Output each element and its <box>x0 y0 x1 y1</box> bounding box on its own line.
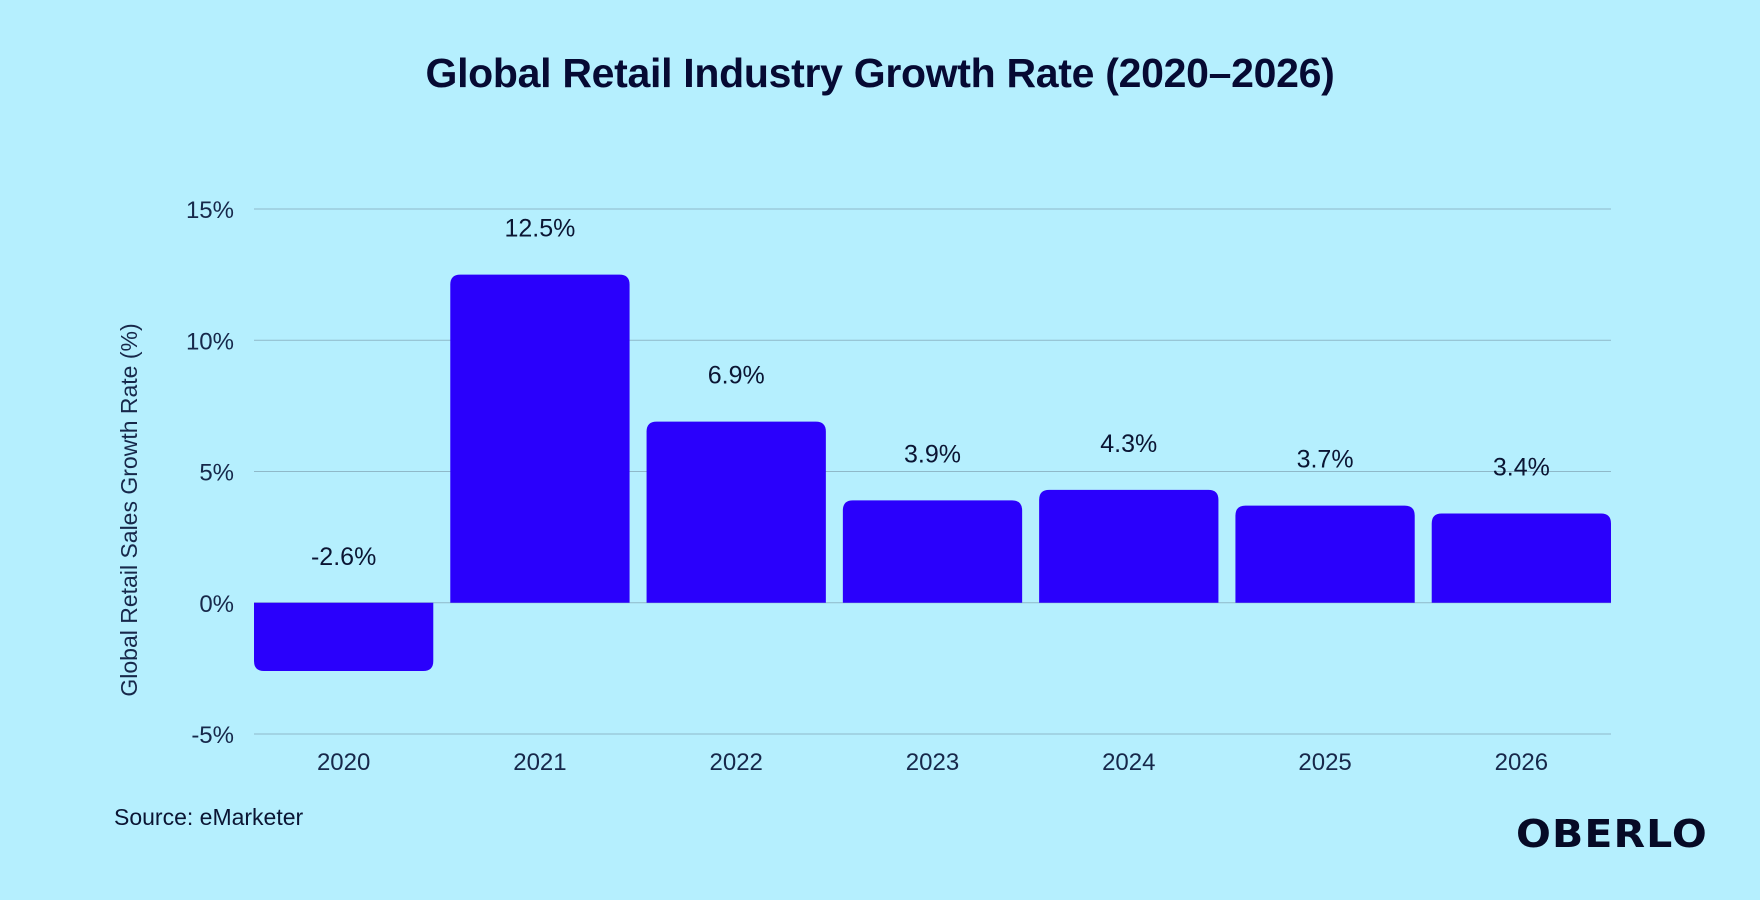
bar-2026 <box>1431 513 1611 603</box>
bar-2024 <box>1039 489 1219 603</box>
data-label: 4.3% <box>1100 430 1157 458</box>
y-axis-label: Global Retail Sales Growth Rate (%) <box>116 323 142 696</box>
x-tick-label: 2020 <box>317 749 370 776</box>
bar-2020 <box>254 602 434 671</box>
oberlo-logo: OBERLO <box>1516 812 1708 856</box>
y-tick-label: 0% <box>199 591 234 618</box>
data-label: 3.4% <box>1493 454 1550 482</box>
bar-2021 <box>450 274 630 603</box>
y-tick-label: -5% <box>191 722 234 749</box>
x-axis-ticks: 2020 2021 2022 2023 2024 2025 2026 <box>317 749 1548 776</box>
chart-title: Global Retail Industry Growth Rate (2020… <box>425 50 1335 96</box>
data-label: 3.9% <box>904 440 961 468</box>
y-tick-label: 5% <box>199 460 234 487</box>
data-label: 6.9% <box>708 362 765 390</box>
x-tick-label: 2024 <box>1102 749 1155 776</box>
x-tick-label: 2022 <box>710 749 763 776</box>
x-tick-label: 2025 <box>1298 749 1351 776</box>
x-tick-label: 2026 <box>1495 749 1548 776</box>
data-label: -2.6% <box>311 543 376 571</box>
source-note: Source: eMarketer <box>114 804 304 830</box>
x-tick-label: 2023 <box>906 749 959 776</box>
data-label: 3.7% <box>1297 446 1354 474</box>
bar-2023 <box>842 500 1023 603</box>
bar-2025 <box>1235 505 1415 603</box>
data-label: 12.5% <box>504 215 575 243</box>
x-tick-label: 2021 <box>513 749 566 776</box>
bars <box>254 274 1611 671</box>
y-tick-label: 10% <box>186 328 234 355</box>
y-tick-label: 15% <box>186 197 234 224</box>
y-axis-ticks: -5% 0% 5% 10% 15% <box>186 197 234 749</box>
data-labels: -2.6% 12.5% 6.9% 3.9% 4.3% 3.7% 3.4% <box>311 215 1550 571</box>
bar-2022 <box>646 421 826 603</box>
